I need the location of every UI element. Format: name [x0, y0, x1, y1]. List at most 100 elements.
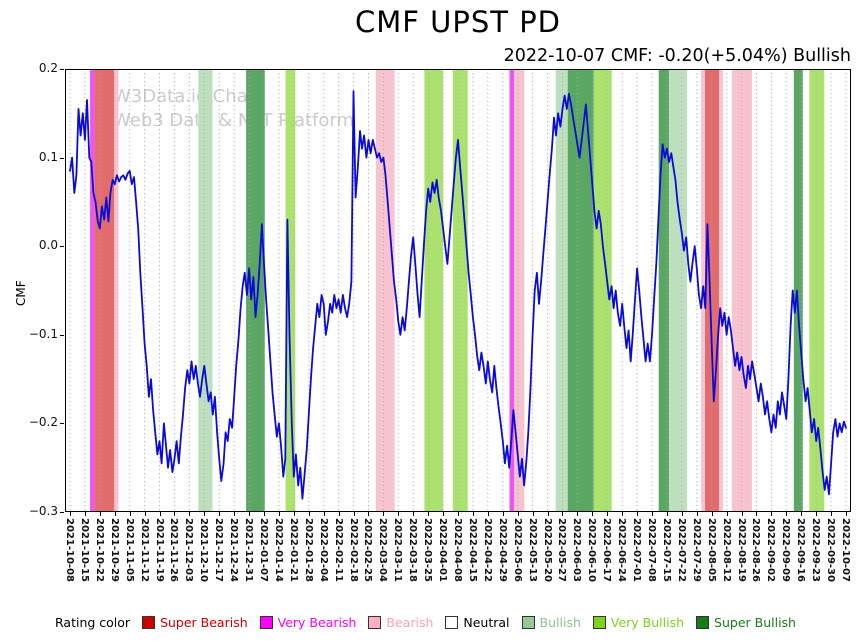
legend-label-super-bearish: Super Bearish [160, 615, 248, 630]
x-tick-mark [368, 512, 369, 516]
x-tick-label: 2022-05-27 [556, 518, 567, 582]
rating-band-bearish [375, 69, 395, 512]
y-axis-label: CMF [14, 280, 28, 306]
y-tick-mark [60, 246, 64, 247]
x-tick-label: 2022-05-13 [527, 518, 538, 582]
legend-title: Rating color [55, 615, 131, 630]
x-tick-mark [145, 512, 146, 516]
x-tick-mark [697, 512, 698, 516]
x-tick-label: 2022-02-04 [318, 518, 329, 582]
cmf-line [69, 90, 847, 500]
x-tick-label: 2022-09-23 [810, 518, 821, 582]
x-tick-label: 2022-09-16 [795, 518, 806, 582]
rating-band-bullish [198, 69, 213, 512]
x-tick-mark [727, 512, 728, 516]
x-tick-label: 2021-10-15 [79, 518, 90, 582]
x-tick-mark [160, 512, 161, 516]
rating-band-very-bullish [452, 69, 468, 512]
y-tick-mark [60, 423, 64, 424]
rating-band-super-bullish [793, 69, 803, 512]
x-tick-mark [413, 512, 414, 516]
rating-band-bearish [514, 69, 525, 512]
rating-band-super-bullish [658, 69, 670, 512]
legend-swatch-very-bullish [592, 616, 606, 629]
x-tick-mark [637, 512, 638, 516]
x-tick-label: 2021-12-17 [213, 518, 224, 582]
legend-swatch-super-bearish [142, 616, 156, 629]
x-tick-mark [577, 512, 578, 516]
x-tick-label: 2022-09-30 [825, 518, 836, 582]
x-tick-label: 2022-08-05 [706, 518, 717, 582]
x-tick-label: 2022-07-22 [676, 518, 687, 582]
watermark-line1: W3Data.io Chart [113, 86, 263, 107]
x-tick-label: 2021-11-26 [168, 518, 179, 582]
x-tick-label: 2022-07-08 [646, 518, 657, 582]
x-tick-mark [279, 512, 280, 516]
legend-label-neutral: Neutral [463, 615, 510, 630]
cmf-line-chart [65, 69, 851, 512]
legend-item-super-bearish: Super Bearish [142, 615, 248, 630]
rating-band-super-bullish [246, 69, 265, 512]
x-tick-label: 2022-01-07 [258, 518, 269, 582]
legend-swatch-bullish [521, 616, 535, 629]
x-tick-mark [249, 512, 250, 516]
x-tick-label: 2021-12-10 [198, 518, 209, 582]
legend-label-super-bullish: Super Bullish [714, 615, 796, 630]
x-tick-label: 2022-08-19 [736, 518, 747, 582]
plot-border [65, 69, 851, 512]
legend-item-bearish: Bearish [368, 615, 433, 630]
rating-band-very-bullish [285, 69, 296, 512]
x-tick-label: 2021-12-31 [243, 518, 254, 582]
x-tick-mark [354, 512, 355, 516]
legend-item-bullish: Bullish [521, 615, 581, 630]
x-tick-mark [324, 512, 325, 516]
y-tick-label: 0.2 [38, 61, 58, 75]
y-tick-mark [60, 512, 64, 513]
x-tick-mark [130, 512, 131, 516]
legend-swatch-neutral [445, 616, 459, 629]
x-tick-label: 2022-06-10 [586, 518, 597, 582]
rating-band-very-bullish [809, 69, 825, 512]
x-tick-mark [548, 512, 549, 516]
x-tick-label: 2022-04-22 [482, 518, 493, 582]
x-tick-label: 2022-06-24 [616, 518, 627, 582]
x-tick-mark [533, 512, 534, 516]
x-tick-label: 2022-04-08 [452, 518, 463, 582]
legend-label-very-bullish: Very Bullish [610, 615, 685, 630]
y-tick-mark [60, 335, 64, 336]
x-tick-label: 2021-11-12 [139, 518, 150, 582]
chart-subtitle: 2022-10-07 CMF: -0.20(+5.04%) Bullish [503, 46, 851, 66]
x-tick-label: 2022-06-17 [601, 518, 612, 582]
legend-swatch-very-bearish [259, 616, 273, 629]
x-tick-label: 2022-01-21 [288, 518, 299, 582]
legend-label-very-bearish: Very Bearish [277, 615, 357, 630]
y-tick-label: −0.1 [28, 327, 58, 341]
x-tick-label: 2022-05-20 [542, 518, 553, 582]
legend-item-very-bullish: Very Bullish [592, 615, 685, 630]
legend-item-very-bearish: Very Bearish [259, 615, 357, 630]
x-tick-mark [503, 512, 504, 516]
x-tick-mark [339, 512, 340, 516]
x-tick-label: 2022-06-03 [571, 518, 582, 582]
x-tick-mark [667, 512, 668, 516]
x-tick-mark [234, 512, 235, 516]
legend-label-bullish: Bullish [539, 615, 581, 630]
x-tick-label: 2022-10-07 [840, 518, 851, 582]
rating-band-very-bearish [90, 69, 95, 512]
legend-item-neutral: Neutral [445, 615, 510, 630]
x-tick-label: 2022-08-26 [750, 518, 761, 582]
y-tick-label: −0.3 [28, 504, 58, 518]
y-tick-label: 0.0 [38, 238, 58, 252]
x-tick-mark [816, 512, 817, 516]
x-tick-mark [204, 512, 205, 516]
legend-item-super-bullish: Super Bullish [696, 615, 796, 630]
rating-band-bullish [669, 69, 688, 512]
y-tick-label: 0.1 [38, 150, 58, 164]
x-tick-label: 2022-03-25 [422, 518, 433, 582]
x-tick-mark [264, 512, 265, 516]
x-tick-label: 2021-12-03 [183, 518, 194, 582]
legend-items: Super Bearish Very Bearish Bearish Neutral B… [142, 615, 796, 630]
rating-band-super-bearish [705, 69, 720, 512]
x-tick-label: 2022-01-14 [273, 518, 284, 582]
